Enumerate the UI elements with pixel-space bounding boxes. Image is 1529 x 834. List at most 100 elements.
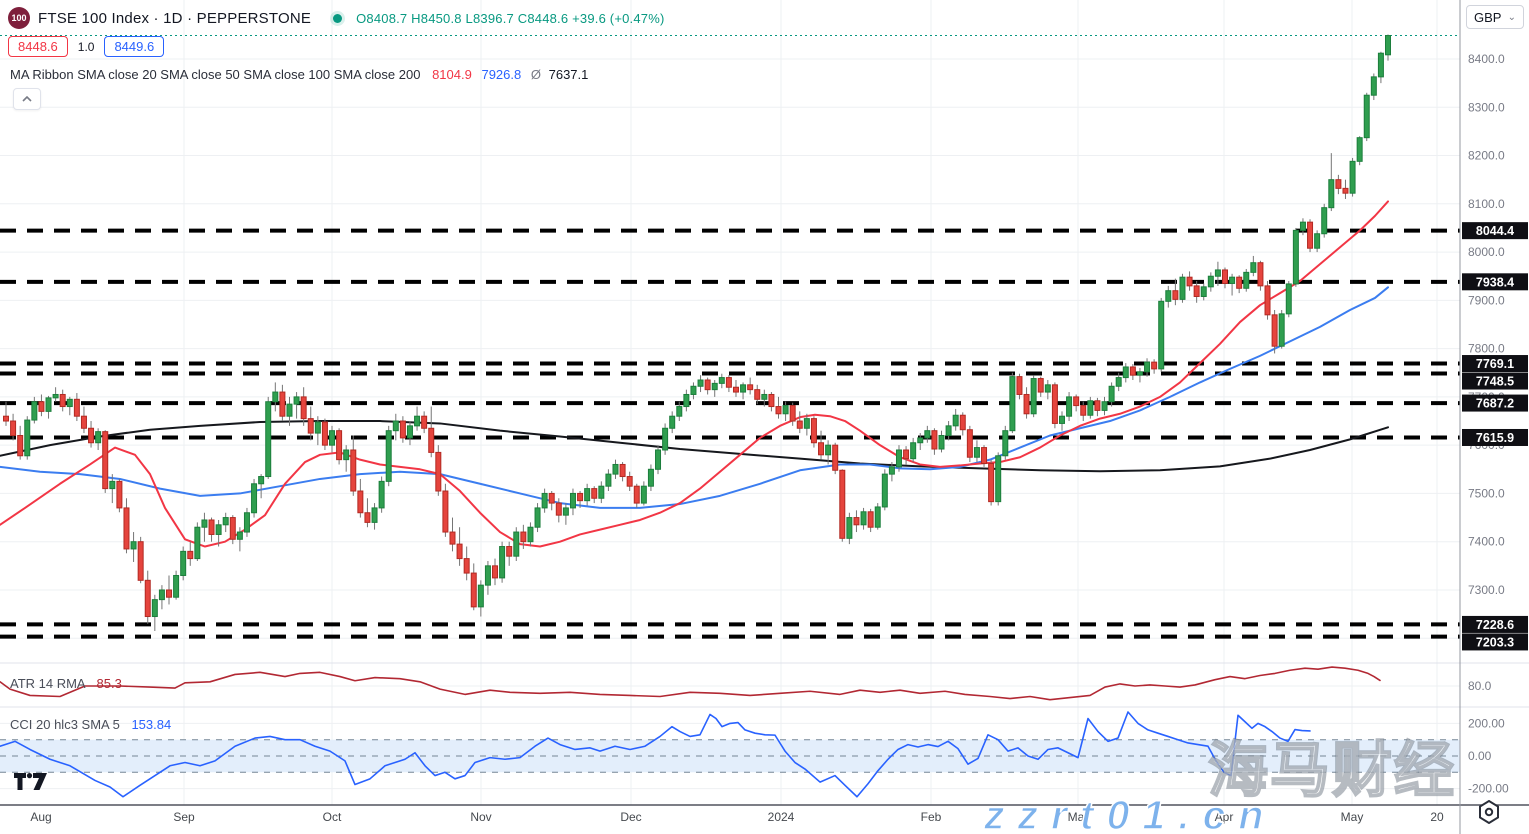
- candle: [1023, 393, 1030, 415]
- candle: [1328, 179, 1335, 209]
- candle: [300, 396, 307, 420]
- svg-text:20: 20: [1430, 810, 1444, 824]
- candle: [655, 449, 662, 470]
- symbol-header: 100 FTSE 100 Index · 1D · PEPPERSTONE O8…: [8, 7, 665, 29]
- candle: [272, 391, 279, 403]
- candle: [981, 447, 988, 465]
- candle: [1314, 233, 1321, 249]
- candle: [626, 476, 633, 487]
- candle: [995, 455, 1002, 503]
- candle: [321, 421, 328, 446]
- candle: [1200, 286, 1207, 297]
- candle: [421, 415, 428, 429]
- candle: [1356, 137, 1363, 162]
- candle: [1321, 207, 1328, 235]
- buy-button[interactable]: 8449.6: [104, 36, 165, 57]
- candle: [336, 430, 343, 461]
- svg-text:Sep: Sep: [173, 810, 195, 824]
- svg-text:8300.0: 8300.0: [1468, 100, 1505, 114]
- candle: [293, 396, 300, 405]
- tradingview-logo[interactable]: [14, 773, 47, 795]
- candle: [846, 517, 853, 539]
- currency-dropdown[interactable]: GBP ⌄: [1466, 5, 1524, 29]
- candle: [1179, 276, 1186, 300]
- candle: [1030, 378, 1037, 415]
- candle: [612, 463, 619, 475]
- ma-ribbon-label: MA Ribbon SMA close 20 SMA close 50 SMA …: [10, 67, 421, 82]
- candle: [966, 429, 973, 458]
- candle: [279, 391, 286, 417]
- sma20-line: [0, 200, 1389, 548]
- candle: [24, 419, 31, 457]
- candle: [704, 379, 711, 391]
- candle: [662, 427, 669, 451]
- candle: [577, 492, 584, 502]
- price-level-badge: [1462, 372, 1528, 390]
- candle: [59, 393, 66, 408]
- candle: [853, 517, 860, 526]
- candle: [754, 389, 761, 400]
- atr-legend[interactable]: ATR 14 RMA 85.3: [10, 676, 122, 691]
- level-lines: [0, 228, 1460, 639]
- candle: [1044, 384, 1051, 393]
- svg-text:7769.1: 7769.1: [1476, 357, 1514, 371]
- price-level-badge: [1462, 222, 1528, 240]
- candle: [463, 558, 470, 574]
- collapse-legend-button[interactable]: [13, 88, 41, 110]
- candle: [151, 599, 158, 618]
- cci-legend[interactable]: CCI 20 hlc3 SMA 5 153.84: [10, 717, 171, 732]
- candle: [385, 430, 392, 482]
- candle: [1236, 276, 1243, 289]
- candle: [222, 517, 229, 526]
- candle: [251, 483, 258, 514]
- sma50-value: 7926.8: [481, 67, 522, 82]
- ohlc-values: O8408.7 H8450.8 L8396.7 C8448.6 +39.6 (+…: [356, 10, 665, 26]
- candle: [52, 393, 59, 399]
- svg-text:8000.0: 8000.0: [1468, 245, 1505, 259]
- candle: [584, 488, 591, 502]
- price-level-badge: [1462, 633, 1528, 651]
- candle: [683, 393, 690, 408]
- candle: [690, 385, 697, 395]
- candle: [378, 480, 385, 509]
- candle: [867, 511, 874, 528]
- candle: [711, 382, 718, 391]
- candle: [1250, 262, 1257, 273]
- candle: [839, 469, 846, 539]
- candle: [123, 507, 130, 550]
- candle: [1129, 366, 1136, 376]
- candle: [229, 517, 236, 540]
- candle: [1165, 290, 1172, 302]
- candle: [1101, 401, 1108, 411]
- candle: [506, 546, 513, 557]
- sell-button[interactable]: 8448.6: [8, 36, 68, 57]
- candle: [647, 468, 654, 487]
- candle: [640, 485, 647, 504]
- candle: [725, 377, 732, 388]
- symbol-title[interactable]: FTSE 100 Index · 1D · PEPPERSTONE: [38, 9, 312, 27]
- candle: [435, 451, 442, 492]
- ma-ribbon-legend[interactable]: MA Ribbon SMA close 20 SMA close 50 SMA …: [10, 67, 588, 82]
- candlestick-series[interactable]: [3, 34, 1391, 631]
- cci-line: [0, 711, 1311, 798]
- time-axis[interactable]: Aug Sep Oct Nov Dec 2024 Feb Mar Apr May 20: [30, 810, 1444, 824]
- candle: [1299, 221, 1306, 231]
- candle: [605, 473, 612, 487]
- svg-text:7400.0: 7400.0: [1468, 535, 1505, 549]
- price-axis[interactable]: 8400.0 8300.0 8200.0 8100.0 8000.0 7900.0 7800…: [1462, 52, 1528, 796]
- candle: [392, 420, 399, 432]
- candle: [895, 449, 902, 468]
- candle: [988, 463, 995, 503]
- candle: [959, 414, 966, 431]
- svg-text:7748.5: 7748.5: [1476, 375, 1514, 389]
- candle: [1349, 160, 1356, 194]
- candle: [38, 401, 45, 412]
- candle: [569, 492, 576, 509]
- candle: [1073, 396, 1080, 407]
- candle: [874, 506, 881, 528]
- candle: [10, 420, 17, 437]
- sma200-line: [0, 420, 1389, 473]
- candle: [1122, 366, 1129, 379]
- svg-text:Apr: Apr: [1215, 810, 1234, 824]
